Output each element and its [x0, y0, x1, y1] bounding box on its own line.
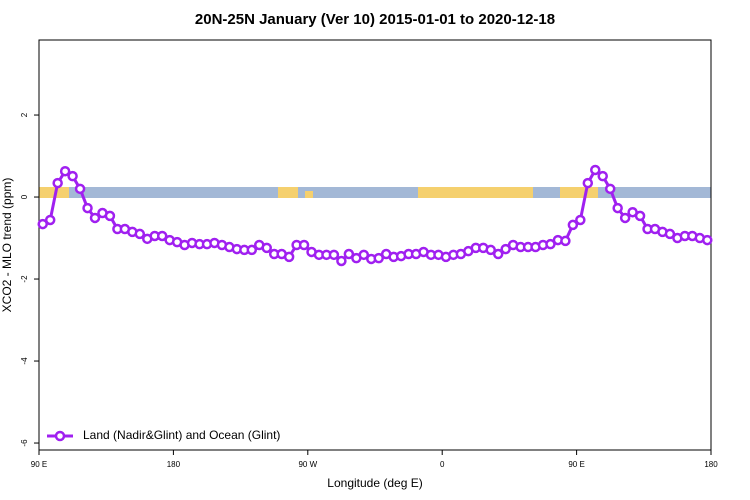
x-tick-label: 0	[440, 460, 445, 469]
data-point	[156, 230, 168, 242]
land-patch	[305, 191, 313, 198]
data-point	[246, 244, 258, 256]
data-point	[702, 234, 713, 246]
series-line	[42, 167, 708, 263]
land-patch	[278, 187, 298, 198]
data-point	[134, 228, 146, 240]
data-point	[619, 212, 631, 224]
land-patch	[560, 187, 598, 198]
data-point	[261, 242, 272, 254]
data-point	[612, 202, 623, 214]
surface-band	[39, 187, 711, 198]
data-point	[634, 210, 646, 222]
x-tick-label: 180	[167, 460, 181, 469]
data-point	[358, 249, 370, 261]
y-tick-label: 2	[20, 112, 29, 117]
x-tick-label: 180	[704, 460, 718, 469]
x-axis-label: Longitude (deg E)	[327, 476, 422, 490]
data-point	[590, 164, 601, 176]
x-tick-label: 90 W	[298, 460, 317, 469]
data-point	[52, 177, 63, 189]
ocean-band	[39, 187, 711, 198]
data-point	[373, 252, 384, 264]
legend-label: Land (Nadir&Glint) and Ocean (Glint)	[83, 428, 280, 442]
data-point	[545, 238, 556, 250]
data-point	[492, 248, 504, 260]
data-point	[37, 218, 48, 230]
data-point	[575, 214, 586, 226]
data-point	[604, 183, 616, 195]
data-point	[82, 202, 93, 214]
data-point	[44, 214, 56, 226]
data-point	[567, 219, 579, 231]
data-point	[59, 165, 71, 177]
data-point	[298, 239, 310, 251]
data-point	[582, 177, 594, 189]
land-patch	[39, 187, 69, 198]
data-point	[664, 228, 676, 240]
y-axis-label: XCO2 - MLO trend (ppm)	[0, 178, 14, 313]
plot-frame	[38, 39, 712, 451]
y-tick-label: 0	[20, 194, 29, 199]
data-point	[328, 249, 340, 261]
y-tick-label: -4	[20, 357, 29, 365]
data-point	[104, 210, 116, 222]
chart-title: 20N-25N January (Ver 10) 2015-01-01 to 2…	[195, 11, 555, 28]
data-point	[67, 170, 78, 182]
data-point	[74, 183, 86, 195]
x-tick-label: 90 E	[31, 460, 47, 469]
y-tick-label: -2	[20, 275, 29, 283]
data-point	[89, 212, 101, 224]
legend-marker	[54, 430, 66, 442]
y-tick-label: -6	[20, 439, 29, 447]
land-patch	[418, 187, 533, 198]
x-tick-label: 90 E	[568, 460, 584, 469]
data-point	[560, 235, 571, 247]
data-point	[343, 248, 355, 260]
data-point	[485, 244, 496, 256]
data-point	[336, 255, 347, 267]
data-point	[283, 251, 295, 263]
data-point	[500, 243, 511, 255]
data-point	[597, 170, 608, 182]
